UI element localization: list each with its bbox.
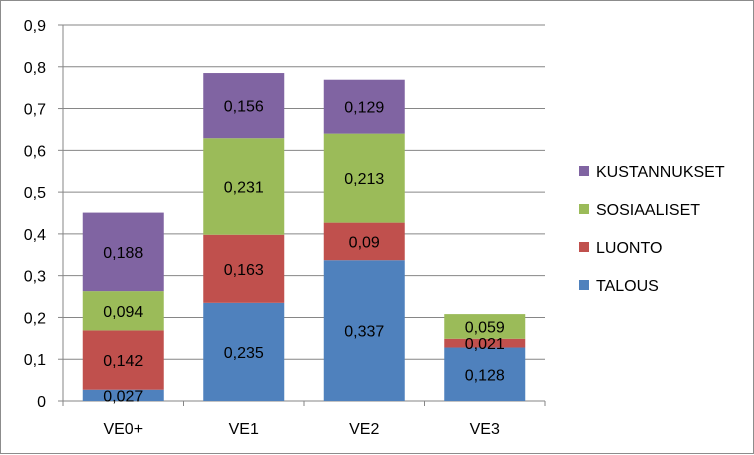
y-tick-label: 0 bbox=[37, 394, 46, 411]
x-tick-label: VE1 bbox=[229, 421, 259, 438]
bar-segment bbox=[203, 302, 285, 401]
bar-segment bbox=[323, 133, 405, 223]
bar-segment bbox=[82, 291, 164, 331]
data-label: 0,231 bbox=[224, 179, 264, 196]
bar-segment bbox=[203, 234, 285, 303]
legend-swatch bbox=[579, 166, 589, 176]
data-label: 0,021 bbox=[465, 336, 505, 353]
legend-swatch bbox=[579, 242, 589, 252]
legend-label: KUSTANNUKSET bbox=[596, 164, 725, 181]
y-tick-label: 0,6 bbox=[24, 143, 46, 160]
legend-label: SOSIAALISET bbox=[596, 202, 700, 219]
bar-segment bbox=[444, 347, 526, 401]
y-tick-label: 0,1 bbox=[24, 352, 46, 369]
legend-swatch bbox=[579, 280, 589, 290]
axes: 0 0,1 0,2 0,3 0,4 0,5 0,6 0,7 0,8 0,9 VE0+ VE1 VE2 VE… bbox=[24, 18, 546, 438]
legend-label: LUONTO bbox=[596, 240, 662, 257]
data-label: 0,142 bbox=[103, 353, 143, 370]
data-label: 0,094 bbox=[103, 304, 143, 321]
y-tick-label: 0,9 bbox=[24, 18, 46, 35]
bars bbox=[82, 73, 526, 401]
y-tick-label: 0,7 bbox=[24, 102, 46, 119]
y-tick-label: 0,8 bbox=[24, 60, 46, 77]
bar-segment bbox=[82, 212, 164, 292]
bar-segment bbox=[203, 73, 285, 139]
data-label: 0,027 bbox=[103, 388, 143, 405]
data-label: 0,128 bbox=[465, 367, 505, 384]
bar-segment bbox=[82, 330, 164, 390]
bar-segment bbox=[323, 260, 405, 401]
data-label: 0,163 bbox=[224, 262, 264, 279]
x-tick-label: VE0+ bbox=[103, 421, 143, 438]
y-tick-label: 0,5 bbox=[24, 185, 46, 202]
data-label: 0,059 bbox=[465, 319, 505, 336]
bar-segment bbox=[82, 389, 164, 401]
data-label: 0,188 bbox=[103, 245, 143, 262]
bar-segment bbox=[323, 222, 405, 261]
bar-segment bbox=[203, 138, 285, 235]
data-labels: 0,027 0,142 0,094 0,188 0,235 0,163 0,231 0,156… bbox=[103, 99, 505, 406]
x-tick-label: VE2 bbox=[349, 421, 379, 438]
y-tick-label: 0,3 bbox=[24, 269, 46, 286]
bar-segment bbox=[323, 79, 405, 134]
legend-swatch bbox=[579, 204, 589, 214]
x-tick-label: VE3 bbox=[470, 421, 500, 438]
legend-label: TALOUS bbox=[596, 278, 659, 295]
data-label: 0,156 bbox=[224, 99, 264, 116]
legend: KUSTANNUKSET SOSIAALISET LUONTO TALOUS bbox=[579, 164, 725, 295]
data-label: 0,337 bbox=[344, 324, 384, 341]
y-tick-label: 0,2 bbox=[24, 310, 46, 327]
bar-segment bbox=[444, 314, 526, 339]
data-label: 0,09 bbox=[349, 234, 380, 251]
bar-segment bbox=[444, 338, 526, 348]
data-label: 0,213 bbox=[344, 171, 384, 188]
data-label: 0,235 bbox=[224, 345, 264, 362]
data-label: 0,129 bbox=[344, 100, 384, 117]
y-tick-label: 0,4 bbox=[24, 227, 46, 244]
